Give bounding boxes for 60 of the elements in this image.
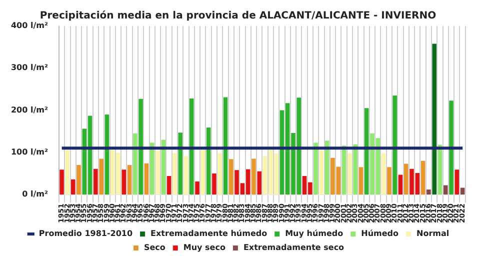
bar: [122, 170, 126, 195]
bar: [190, 98, 194, 195]
bar: [449, 100, 454, 195]
bar: [364, 108, 369, 195]
bar: [144, 163, 149, 195]
bar: [218, 153, 222, 195]
bar: [172, 153, 177, 195]
legend-label: Muy húmedo: [285, 229, 344, 238]
bar: [319, 150, 324, 195]
bar: [127, 165, 132, 195]
bar: [99, 158, 104, 195]
bar: [381, 153, 386, 195]
bar: [156, 150, 160, 195]
bar: [420, 160, 426, 195]
bar: [70, 179, 76, 195]
y-tick-label: 100 l/m²: [10, 147, 48, 156]
bar: [252, 158, 256, 195]
bar: [138, 98, 143, 195]
bar: [314, 142, 318, 195]
bar: [184, 156, 188, 195]
bar: [398, 174, 403, 195]
bar: [60, 170, 64, 195]
legend-label: Seco: [144, 243, 166, 252]
y-tick-label: 300 l/m²: [10, 63, 48, 72]
legend-label: Promedio 1981-2010: [38, 229, 133, 238]
bar: [426, 189, 431, 195]
bar: [212, 173, 216, 195]
bar: [404, 164, 408, 195]
bar: [460, 188, 465, 195]
bar: [76, 165, 81, 195]
bar: [206, 128, 211, 195]
bar: [257, 171, 262, 195]
bar: [444, 185, 448, 195]
bar: [353, 144, 358, 195]
legend-label: Muy seco: [183, 243, 226, 252]
y-tick-label: 200 l/m²: [10, 105, 48, 114]
bar: [200, 150, 206, 195]
bar: [223, 97, 228, 195]
bar: [166, 176, 172, 195]
legend-label: Normal: [416, 229, 450, 238]
bar: [195, 181, 200, 195]
bar: [94, 168, 98, 195]
bar: [432, 44, 436, 195]
bar: [454, 170, 460, 195]
bar: [229, 159, 234, 195]
y-tick-label: 400 l/m²: [10, 21, 48, 30]
bar: [348, 153, 352, 195]
bar: [358, 167, 364, 195]
legend-label: Extremadamente húmedo: [150, 229, 268, 238]
chart-title: Precipitación media en la provincia de ALACANT/ALICANTE - INVIERNO: [40, 10, 436, 22]
bar: [104, 114, 110, 195]
bar: [178, 132, 182, 195]
y-tick-label: 0 l/m²: [22, 190, 48, 199]
legend-label: Húmedo: [361, 229, 400, 238]
bar: [65, 150, 70, 195]
bar: [387, 167, 392, 195]
legend-label: Extremadamente seco: [243, 243, 345, 252]
bar: [133, 133, 138, 195]
bar: [392, 96, 397, 195]
bar: [161, 140, 166, 195]
